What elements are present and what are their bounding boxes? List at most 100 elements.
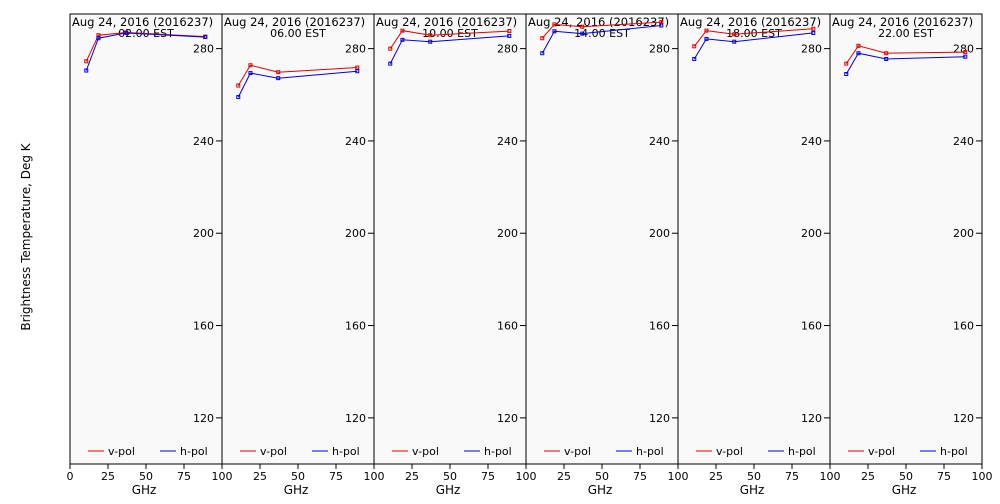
y-tick-label: 120 <box>649 412 670 425</box>
legend-label: h-pol <box>940 445 968 458</box>
y-tick-label: 160 <box>193 320 214 333</box>
x-tick-label: 50 <box>139 470 153 483</box>
y-tick-label: 280 <box>801 43 822 56</box>
y-tick-label: 200 <box>497 227 518 240</box>
x-tick-label: 25 <box>405 470 419 483</box>
series-line-v-pol <box>845 45 966 64</box>
x-axis-label: GHz <box>284 483 309 497</box>
data-point <box>96 36 101 41</box>
panels: Aug 24, 2016 (2016237)02.00 EST120160200… <box>67 13 993 497</box>
panel-title: Aug 24, 2016 (2016237) <box>376 15 517 29</box>
x-tick-label: 25 <box>709 470 723 483</box>
x-tick-label: 75 <box>785 470 799 483</box>
x-tick-label: 50 <box>747 470 761 483</box>
series-line-v-pol <box>541 21 662 39</box>
panel-title: Aug 24, 2016 (2016237) <box>680 15 821 29</box>
y-tick-label: 200 <box>801 227 822 240</box>
data-point <box>388 46 393 51</box>
y-tick-label: 160 <box>649 320 670 333</box>
panel-frame <box>677 13 831 465</box>
panel-title: Aug 24, 2016 (2016237) <box>72 15 213 29</box>
data-point <box>884 57 889 61</box>
x-tick-label: 100 <box>668 470 689 483</box>
legend-label: h-pol <box>332 445 360 458</box>
x-tick-label: 100 <box>972 470 993 483</box>
y-tick-label: 280 <box>345 43 366 56</box>
x-axis-label: GHz <box>436 483 461 497</box>
y-tick-label: 240 <box>345 135 366 148</box>
x-axis-label: GHz <box>132 483 157 497</box>
legend-label: v-pol <box>108 445 135 458</box>
data-point <box>732 32 737 37</box>
x-tick-label: 100 <box>820 470 841 483</box>
y-tick-label: 120 <box>953 412 974 425</box>
x-axis-label: GHz <box>588 483 613 497</box>
data-point <box>963 50 968 55</box>
panel-1: Aug 24, 2016 (2016237)02.00 EST120160200… <box>67 13 233 497</box>
x-tick-label: 25 <box>557 470 571 483</box>
data-point <box>203 35 208 40</box>
data-point <box>428 33 433 38</box>
x-axis-label: GHz <box>740 483 765 497</box>
x-tick-label: 25 <box>253 470 267 483</box>
data-point <box>704 28 709 33</box>
data-point <box>540 51 545 56</box>
y-tick-label: 240 <box>953 135 974 148</box>
x-tick-label: 0 <box>67 470 74 483</box>
y-tick-label: 200 <box>953 227 974 240</box>
legend-label: v-pol <box>412 445 439 458</box>
series-line-v-pol <box>693 28 814 47</box>
y-tick-label: 160 <box>345 320 366 333</box>
data-point <box>659 23 664 28</box>
panel-frame <box>373 13 527 465</box>
data-point <box>236 83 241 88</box>
data-point <box>811 26 816 31</box>
series-line-h-pol <box>85 32 206 71</box>
data-point <box>388 61 393 66</box>
x-tick-label: 75 <box>937 470 951 483</box>
y-tick-label: 160 <box>801 320 822 333</box>
series-line-v-pol <box>389 30 510 49</box>
y-tick-label: 280 <box>193 43 214 56</box>
data-point <box>844 72 849 76</box>
series-line-h-pol <box>541 25 662 54</box>
y-tick-label: 280 <box>649 43 670 56</box>
y-axis-label: Brightness Temperature, Deg K <box>19 142 33 330</box>
legend-label: h-pol <box>636 445 664 458</box>
x-tick-label: 75 <box>177 470 191 483</box>
y-tick-label: 240 <box>193 135 214 148</box>
x-tick-label: 25 <box>101 470 115 483</box>
panel-4: Aug 24, 2016 (2016237)14.00 EST120160200… <box>525 13 689 497</box>
panel-title: Aug 24, 2016 (2016237) <box>224 15 365 29</box>
y-tick-label: 160 <box>953 320 974 333</box>
x-tick-label: 25 <box>861 470 875 483</box>
x-tick-label: 100 <box>364 470 385 483</box>
series-line-v-pol <box>237 64 358 86</box>
data-point <box>428 39 433 44</box>
panel-2: Aug 24, 2016 (2016237)06.00 EST 120 160 200… <box>221 13 385 497</box>
y-tick-label: 160 <box>497 320 518 333</box>
data-point <box>580 24 585 29</box>
series-line-h-pol <box>845 52 966 75</box>
data-point <box>811 30 816 35</box>
panel-subtitle: 18.00 EST <box>726 27 782 40</box>
data-point <box>692 44 697 49</box>
data-point <box>248 71 253 76</box>
x-axis-label: GHz <box>892 483 917 497</box>
data-point <box>704 36 709 41</box>
legend-label: h-pol <box>180 445 208 458</box>
legend-label: v-pol <box>260 445 287 458</box>
data-point <box>692 57 697 61</box>
x-tick-label: 50 <box>291 470 305 483</box>
panel-frame <box>525 13 679 465</box>
data-point <box>400 28 405 33</box>
data-point <box>236 95 241 100</box>
data-point <box>124 30 129 35</box>
y-tick-label: 280 <box>497 43 518 56</box>
data-point <box>400 37 405 42</box>
data-point <box>276 76 281 81</box>
panel-3: Aug 24, 2016 (2016237)10.00 EST 120 160 200… <box>373 13 537 497</box>
y-tick-label: 120 <box>345 412 366 425</box>
x-tick-label: 75 <box>329 470 343 483</box>
